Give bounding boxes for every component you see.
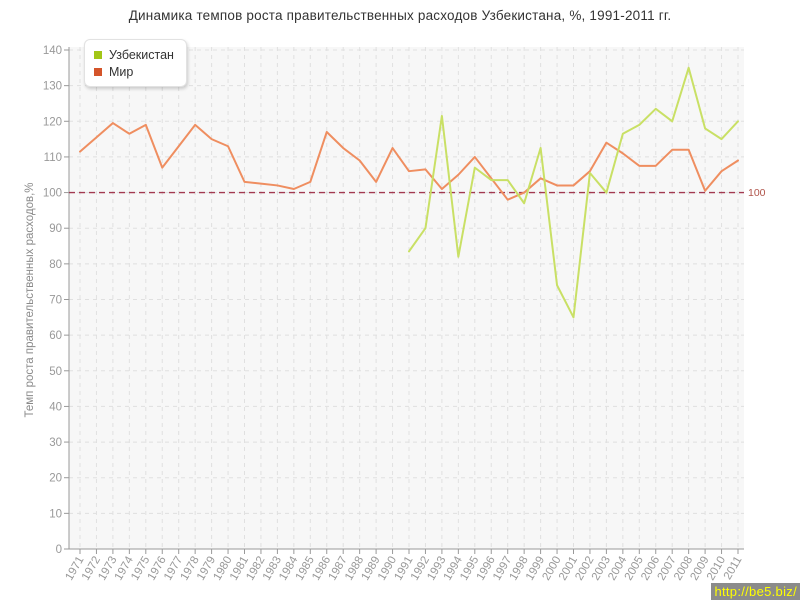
svg-text:110: 110	[44, 152, 62, 164]
legend-item-uzbekistan[interactable]: Узбекистан	[94, 46, 174, 63]
y-axis-tick-labels: 0 10 20 30 40 50 60 70 80 90 100 110 120 130 140	[43, 45, 62, 556]
legend-marker-world-icon	[94, 67, 102, 76]
svg-text:70: 70	[49, 295, 62, 307]
svg-text:40: 40	[49, 401, 62, 413]
svg-text:80: 80	[49, 259, 62, 271]
axes	[64, 47, 744, 554]
svg-text:20: 20	[49, 473, 62, 485]
svg-text:140: 140	[43, 45, 62, 57]
legend-marker-uzbekistan-icon	[94, 50, 102, 59]
svg-text:30: 30	[49, 437, 62, 449]
watermark-link[interactable]: http://be5.biz/	[711, 583, 800, 600]
reference-line-label: 100	[748, 187, 766, 199]
legend: Узбекистан Мир	[84, 39, 187, 87]
y-axis-title: Темп роста правительственных расходов,%	[24, 182, 36, 418]
svg-text:90: 90	[49, 223, 62, 235]
series-line-world	[79, 122, 739, 201]
legend-label-world: Мир	[109, 64, 134, 79]
x-axis-tick-labels: 1971197219731974197519761977197819791980…	[63, 554, 744, 583]
svg-text:0: 0	[56, 544, 62, 556]
svg-text:100: 100	[43, 188, 62, 200]
svg-text:130: 130	[43, 81, 62, 93]
svg-text:60: 60	[49, 330, 62, 342]
vertical-gridlines	[79, 47, 739, 549]
legend-item-world[interactable]: Мир	[94, 63, 174, 80]
legend-label-uzbekistan: Узбекистан	[109, 47, 174, 62]
svg-text:10: 10	[49, 508, 62, 520]
svg-text:120: 120	[43, 116, 62, 128]
series-line-uzbekistan	[408, 66, 739, 319]
chart-title: Динамика темпов роста правительственных …	[128, 8, 672, 23]
svg-text:50: 50	[49, 366, 62, 378]
plot-background	[69, 47, 744, 549]
svg-text:2011: 2011	[722, 555, 745, 582]
